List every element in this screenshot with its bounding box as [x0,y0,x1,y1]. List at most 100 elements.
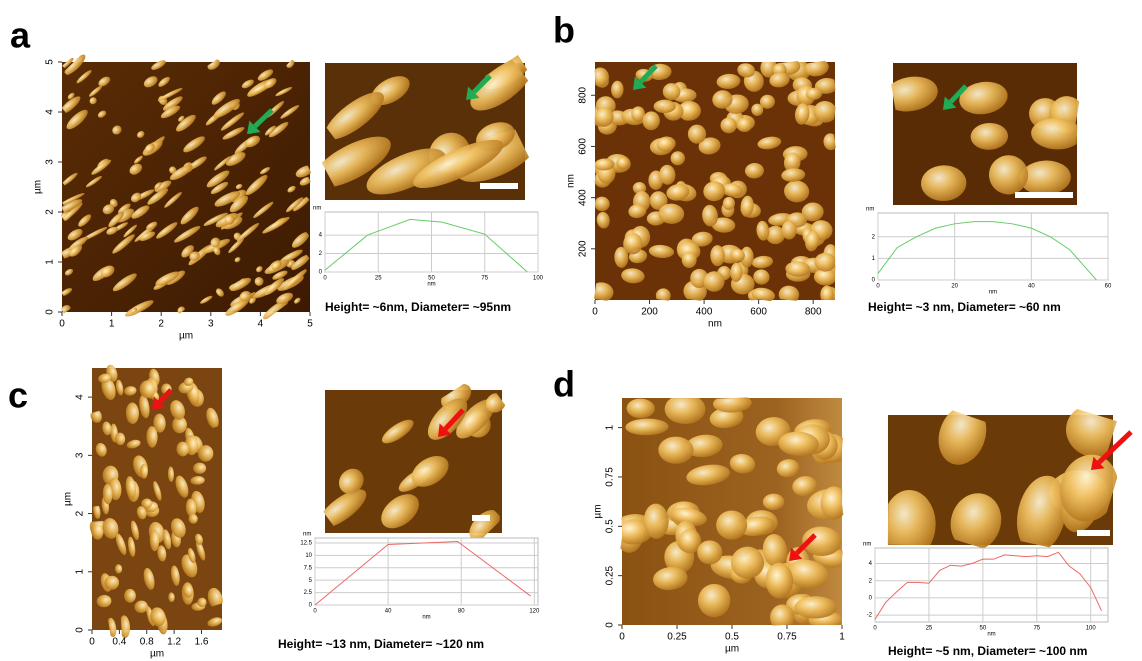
afm-feature [318,489,367,528]
afm-feature [765,225,785,245]
y-tick-label: 0 [872,278,876,284]
afm-feature [804,59,829,77]
x-tick-label: 25 [926,626,933,632]
afm-feature [143,76,158,88]
afm-feature [59,202,83,224]
afm-feature [150,607,166,627]
afm-feature [698,137,721,155]
x-axis-label: nm [708,319,722,330]
afm-feature [762,534,788,568]
afm-feature [153,413,166,433]
afm-feature [686,464,730,486]
y-tick-label: 4 [75,394,86,400]
x-tick-label: 40 [385,609,392,615]
arrow-shaft [1097,430,1133,465]
afm-feature [959,81,1008,115]
y-tick-label: 12.5 [300,541,312,547]
y-tick-label: 0 [605,622,616,628]
afm-feature [207,617,223,627]
afm-feature [126,439,141,449]
afm-feature [268,121,289,138]
afm-feature [188,156,207,170]
afm-feature [411,456,449,487]
afm-feature [124,386,137,396]
afm-feature [134,600,148,613]
afm-feature [155,271,180,286]
afm-feature [189,251,200,261]
afm-feature [666,183,690,201]
arrow-head [943,96,957,110]
afm-feature [762,493,785,511]
afm-feature [272,270,288,280]
afm-feature [596,211,610,229]
afm-feature [287,185,296,193]
afm-feature [703,181,726,202]
afm-feature [61,172,78,187]
y-tick-label: 2 [45,209,56,215]
afm-feature [887,490,936,547]
afm-feature [778,285,800,304]
y-tick-label: 0.25 [605,565,616,585]
y-axis-label: nm [566,174,577,188]
x-axis-label: µm [725,644,739,655]
x-tick-label: 0.4 [112,637,126,648]
x-tick-label: 50 [428,276,435,282]
afm-feature [721,183,743,197]
afm-feature [783,152,801,173]
afm-feature [153,481,162,501]
afm-feature [62,57,74,70]
x-tick-label: 40 [1028,284,1035,290]
afm-feature [753,269,770,285]
y-tick-label: 600 [578,138,589,155]
afm-feature [792,476,818,496]
afm-feature [157,87,183,101]
afm-feature [659,164,676,185]
afm-feature [286,197,304,213]
afm-feature [470,57,534,111]
afm-feature [697,540,723,565]
afm-feature [115,432,126,446]
afm-feature [765,562,794,599]
afm-feature [670,151,685,166]
afm-feature [729,453,756,474]
x-tick-label: 0 [59,319,65,330]
afm-feature [211,91,226,105]
afm-feature [920,165,967,202]
afm-feature [68,236,88,251]
afm-feature [167,466,174,482]
afm-feature [214,155,232,171]
afm-feature [658,203,685,224]
afm-feature [125,402,139,424]
x-tick-label: 100 [533,276,544,282]
afm-feature [158,76,170,87]
afm-feature [96,594,112,608]
afm-feature [611,80,624,99]
afm-feature [90,409,102,423]
afm-feature [125,476,136,499]
afm-feature [175,475,189,498]
afm-feature [311,136,391,188]
afm-feature [280,105,300,119]
afm-feature [249,297,256,304]
afm-feature [709,407,744,429]
afm-feature [366,148,446,195]
afm-feature [136,506,147,520]
y-tick-label: 1 [45,259,56,265]
afm-feature [197,445,214,462]
afm-feature [740,195,754,217]
afm-feature [154,182,162,190]
afm-feature [759,94,775,109]
afm-feature [275,87,293,97]
afm-feature [181,245,194,258]
x-axis-label: µm [150,649,164,660]
afm-feature [679,528,702,554]
afm-feature [170,518,186,538]
afm-feature [702,204,718,227]
afm-feature [67,92,75,100]
afm-feature [757,136,782,150]
afm-feature [190,476,205,485]
afm-feature [283,269,308,290]
afm-feature [101,265,115,278]
arrow-head [466,86,480,100]
afm-feature [291,231,310,248]
